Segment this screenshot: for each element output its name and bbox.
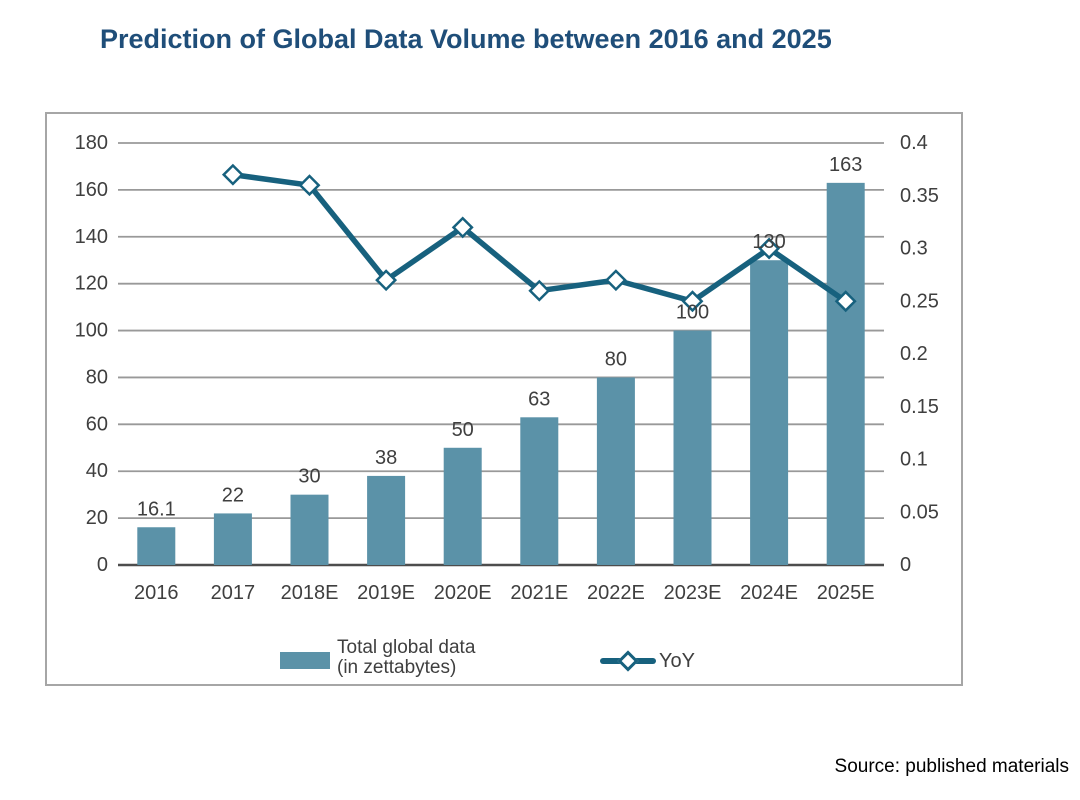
- legend-bar-label-line2: (in zettabytes): [337, 656, 457, 678]
- legend-bar-label-line1: Total global data: [337, 637, 476, 658]
- left-axis-tick-label: 20: [86, 507, 108, 529]
- left-axis-tick-label: 80: [86, 366, 108, 388]
- bar: [290, 494, 329, 565]
- yoy-marker-diamond: [758, 237, 781, 260]
- bar-value-label: 163: [829, 154, 862, 176]
- right-axis-tick-label: 0: [900, 554, 911, 576]
- yoy-marker-diamond: [221, 163, 244, 186]
- yoy-marker-diamond: [298, 174, 321, 197]
- x-axis-label: 2019E: [357, 582, 415, 604]
- legend-bar-label: Total global data (in zettabytes): [337, 638, 475, 677]
- left-axis-tick-label: 40: [86, 460, 108, 482]
- bar-value-label: 63: [528, 388, 550, 410]
- legend-bar-swatch: [280, 652, 330, 669]
- x-axis-label: 2016: [134, 582, 179, 604]
- bar-value-label: 100: [676, 302, 709, 324]
- bar: [520, 417, 559, 565]
- bar: [137, 527, 176, 565]
- right-axis-tick-label: 0.1: [900, 449, 928, 471]
- yoy-marker-diamond: [681, 290, 704, 313]
- x-axis-label: 2025E: [817, 582, 875, 604]
- bar-value-label: 30: [298, 466, 320, 488]
- bar-value-label: 80: [605, 348, 627, 370]
- right-axis-tick-label: 0.3: [900, 238, 928, 260]
- legend-yoy-item: YoY: [600, 650, 695, 672]
- right-axis-tick-label: 0.05: [900, 501, 939, 523]
- x-axis-label: 2023E: [664, 582, 722, 604]
- x-axis-label: 2017: [211, 582, 256, 604]
- legend-yoy-line-sample: [600, 650, 656, 672]
- legend-yoy-diamond-icon: [617, 650, 639, 672]
- bar: [213, 513, 252, 565]
- bar: [596, 377, 635, 565]
- yoy-marker-diamond: [528, 279, 551, 302]
- x-axis-label: 2024E: [740, 582, 798, 604]
- bar: [750, 260, 789, 565]
- bar-value-label: 38: [375, 447, 397, 469]
- legend-yoy-label: YoY: [659, 649, 695, 672]
- bar-value-label: 16.1: [137, 498, 176, 520]
- bar: [673, 330, 712, 565]
- chart-canvas: 180 160 140 120 100 80 60 40 20 0 0.4 0.35 0.3 0.25 0.…: [75, 132, 939, 604]
- bar-value-label: 22: [222, 484, 244, 506]
- yoy-marker-diamond: [375, 269, 398, 292]
- left-axis-tick-label: 100: [75, 320, 108, 342]
- right-axis-tick-label: 0.15: [900, 396, 939, 418]
- bar: [826, 182, 865, 565]
- x-axis-label: 2018E: [281, 582, 339, 604]
- left-axis-tick-label: 120: [75, 273, 108, 295]
- bar: [367, 475, 406, 565]
- left-axis-tick-label: 160: [75, 179, 108, 201]
- yoy-marker-diamond: [834, 290, 857, 313]
- x-axis-label: 2022E: [587, 582, 645, 604]
- left-axis-tick-label: 0: [97, 554, 108, 576]
- left-axis-tick-label: 60: [86, 413, 108, 435]
- bar-value-label: 130: [752, 231, 785, 253]
- source-note: Source: published materials: [834, 756, 1069, 777]
- right-axis-tick-label: 0.2: [900, 343, 928, 365]
- x-axis-label: 2021E: [510, 582, 568, 604]
- yoy-marker-diamond: [451, 216, 474, 239]
- right-axis-tick-label: 0.4: [900, 132, 928, 154]
- right-axis-tick-label: 0.35: [900, 185, 939, 207]
- right-axis-tick-label: 0.25: [900, 290, 939, 312]
- left-axis-tick-label: 140: [75, 226, 108, 248]
- x-axis-label: 2020E: [434, 582, 492, 604]
- bar: [443, 447, 482, 565]
- page-title: Prediction of Global Data Volume between…: [100, 24, 832, 54]
- bar-value-label: 50: [452, 419, 474, 441]
- chart-container: 180 160 140 120 100 80 60 40 20 0 0.4 0.35 0.3 0.25 0.…: [45, 112, 963, 686]
- left-axis-tick-label: 180: [75, 132, 108, 154]
- yoy-marker-diamond: [604, 269, 627, 292]
